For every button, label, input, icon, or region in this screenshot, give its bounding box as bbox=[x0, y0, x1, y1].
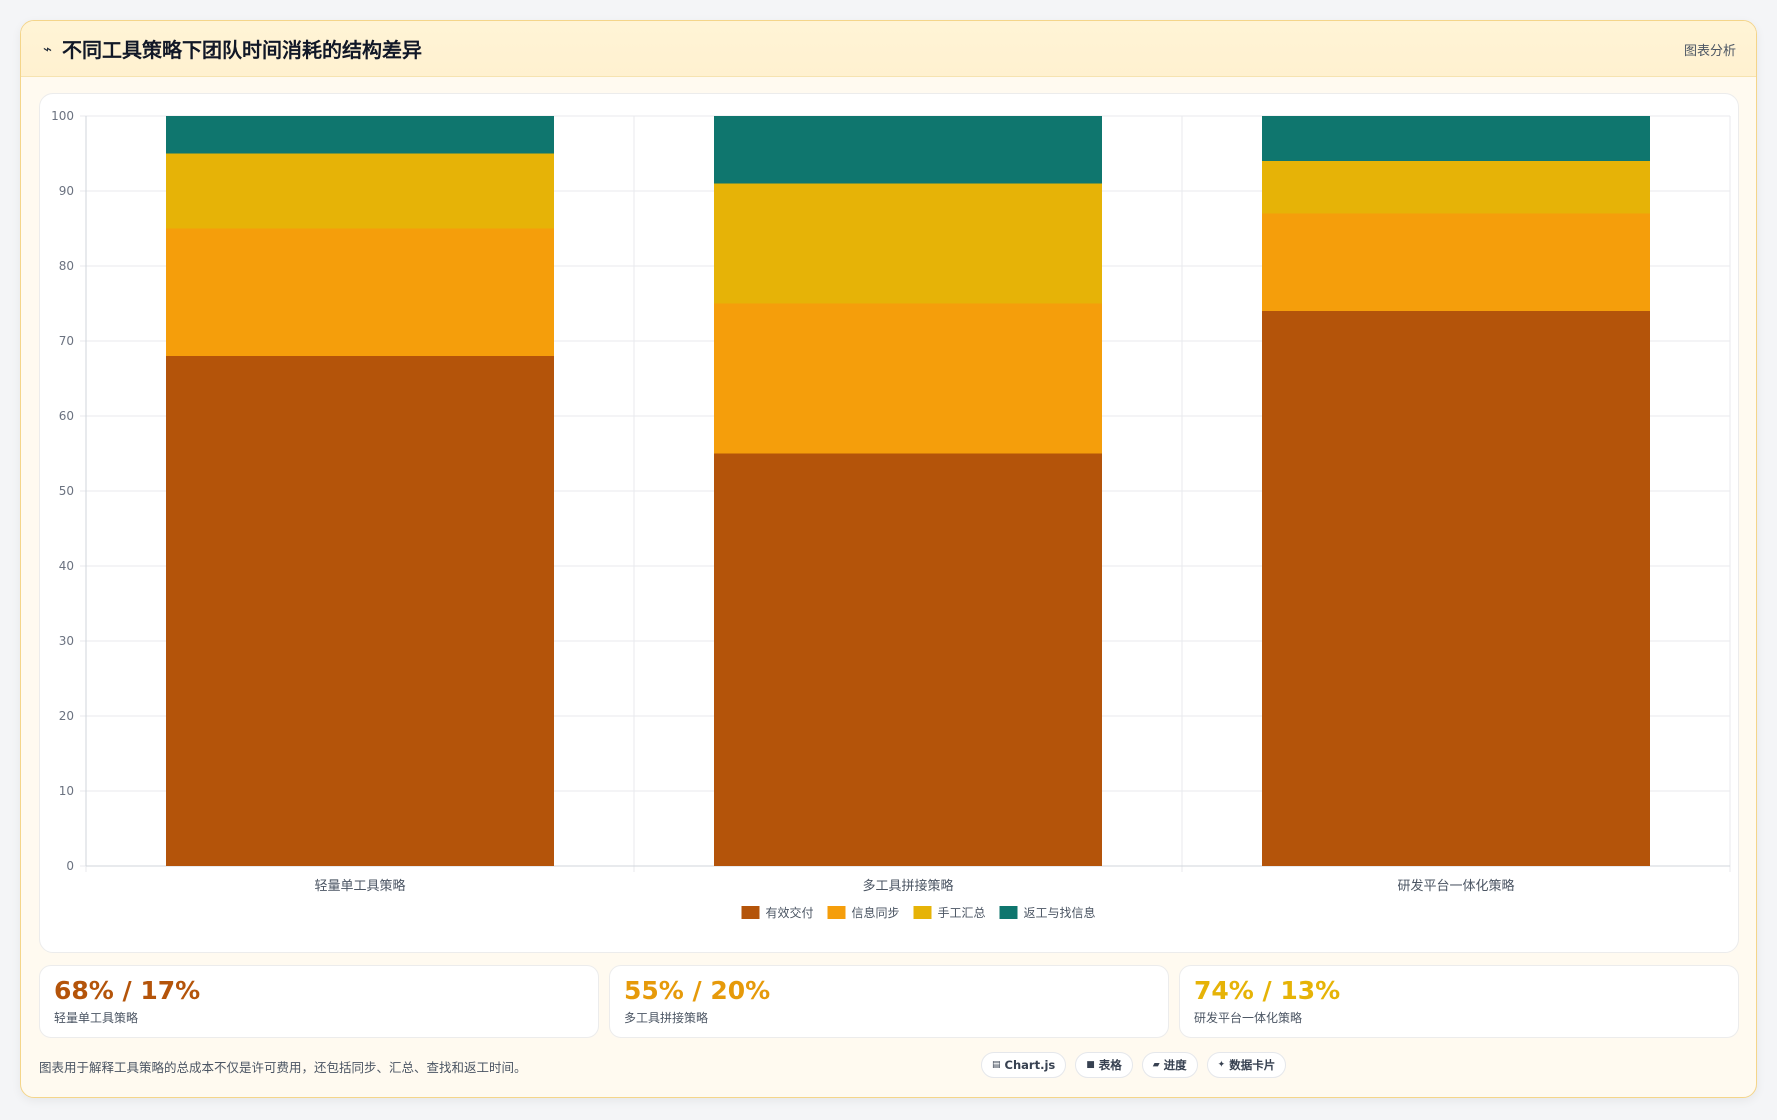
stacked-bar-chart: 0 10 20 30 40 50 60 70 80 90 100 轻量单工具策略 多工具拼接策略 研发平台… bbox=[51, 109, 1731, 920]
y-tick-label: 80 bbox=[59, 259, 74, 273]
panel-title: 不同工具策略下团队时间消耗的结构差异 bbox=[62, 38, 423, 62]
chip-table[interactable]: ■ 表格 bbox=[1075, 1052, 1133, 1078]
chart-card: 0 10 20 30 40 50 60 70 80 90 100 轻量单工具策略 多工具拼接策略 研发平台… bbox=[39, 93, 1739, 953]
bar-segment bbox=[166, 153, 554, 229]
bar-segment bbox=[714, 116, 1102, 184]
bar-segment bbox=[714, 453, 1102, 866]
chip-chartjs[interactable]: ▤ Chart.js bbox=[981, 1052, 1067, 1078]
bar-segment bbox=[1262, 161, 1650, 214]
x-tick-label: 研发平台一体化策略 bbox=[1397, 878, 1514, 894]
chip-progress[interactable]: ▰ 进度 bbox=[1141, 1052, 1198, 1078]
chart-icon: ▤ bbox=[992, 1060, 1001, 1070]
stat-value: 74% / 13% bbox=[1194, 976, 1341, 1005]
y-tick-label: 90 bbox=[59, 184, 74, 198]
trend-icon: ⌁ bbox=[43, 39, 53, 58]
y-tick-label: 70 bbox=[59, 334, 74, 348]
y-tick-label: 60 bbox=[59, 409, 74, 423]
bar-segment bbox=[714, 183, 1102, 304]
progress-icon: ▰ bbox=[1152, 1060, 1160, 1070]
y-tick-label: 40 bbox=[59, 559, 74, 573]
legend-label: 返工与找信息 bbox=[1024, 905, 1096, 920]
bar-segment bbox=[166, 228, 554, 356]
bar-segment bbox=[1262, 116, 1650, 161]
bar-segment bbox=[1262, 213, 1650, 311]
panel-tag: 图表分析 bbox=[1683, 44, 1736, 59]
chip-label: 数据卡片 bbox=[1229, 1058, 1276, 1072]
y-tick-label: 100 bbox=[51, 109, 74, 123]
x-tick-label: 多工具拼接策略 bbox=[862, 878, 953, 894]
feature-chips: ▤ Chart.js ■ 表格 ▰ 进度 ✦ 数据卡片 bbox=[981, 1052, 1287, 1078]
chip-label: 表格 bbox=[1098, 1058, 1122, 1072]
x-tick-label: 轻量单工具策略 bbox=[314, 878, 405, 894]
y-tick-label: 50 bbox=[59, 484, 74, 498]
legend-swatch bbox=[913, 906, 932, 919]
bar-segment bbox=[166, 356, 554, 866]
legend-swatch bbox=[827, 906, 846, 919]
y-tick-label: 0 bbox=[66, 859, 74, 873]
stat-card-platform: 74% / 13% 研发平台一体化策略 bbox=[1179, 965, 1739, 1038]
stat-label: 轻量单工具策略 bbox=[54, 1011, 139, 1025]
sparkle-icon: ✦ bbox=[1217, 1060, 1226, 1070]
chart-panel: ⌁ 不同工具策略下团队时间消耗的结构差异 图表分析 0 10 20 30 40 50 60 7… bbox=[20, 20, 1757, 1098]
stat-card-light: 68% / 17% 轻量单工具策略 bbox=[39, 965, 599, 1038]
legend-label: 信息同步 bbox=[852, 905, 900, 920]
legend-swatch bbox=[999, 906, 1018, 919]
y-tick-label: 30 bbox=[59, 634, 74, 648]
bar-segment bbox=[166, 116, 554, 154]
bar-segment bbox=[714, 303, 1102, 454]
legend-label: 有效交付 bbox=[766, 905, 814, 920]
stat-card-multi: 55% / 20% 多工具拼接策略 bbox=[609, 965, 1169, 1038]
stat-label: 研发平台一体化策略 bbox=[1194, 1011, 1303, 1025]
footer-note: 图表用于解释工具策略的总成本不仅是许可费用，还包括同步、汇总、查找和返工时间。 bbox=[39, 1060, 527, 1075]
y-tick-label: 20 bbox=[59, 709, 74, 723]
panel-header: ⌁ 不同工具策略下团队时间消耗的结构差异 图表分析 bbox=[21, 21, 1756, 77]
table-icon: ■ bbox=[1086, 1060, 1095, 1070]
chip-label: 进度 bbox=[1163, 1058, 1187, 1072]
legend-label: 手工汇总 bbox=[938, 906, 986, 920]
stat-label: 多工具拼接策略 bbox=[624, 1011, 709, 1025]
bar-segment bbox=[1262, 311, 1650, 866]
y-tick-label: 10 bbox=[59, 784, 74, 798]
stat-value: 55% / 20% bbox=[624, 976, 771, 1005]
chip-data-card[interactable]: ✦ 数据卡片 bbox=[1206, 1052, 1287, 1078]
legend-swatch bbox=[741, 906, 760, 919]
chip-label: Chart.js bbox=[1004, 1058, 1056, 1072]
stat-value: 68% / 17% bbox=[54, 976, 201, 1005]
